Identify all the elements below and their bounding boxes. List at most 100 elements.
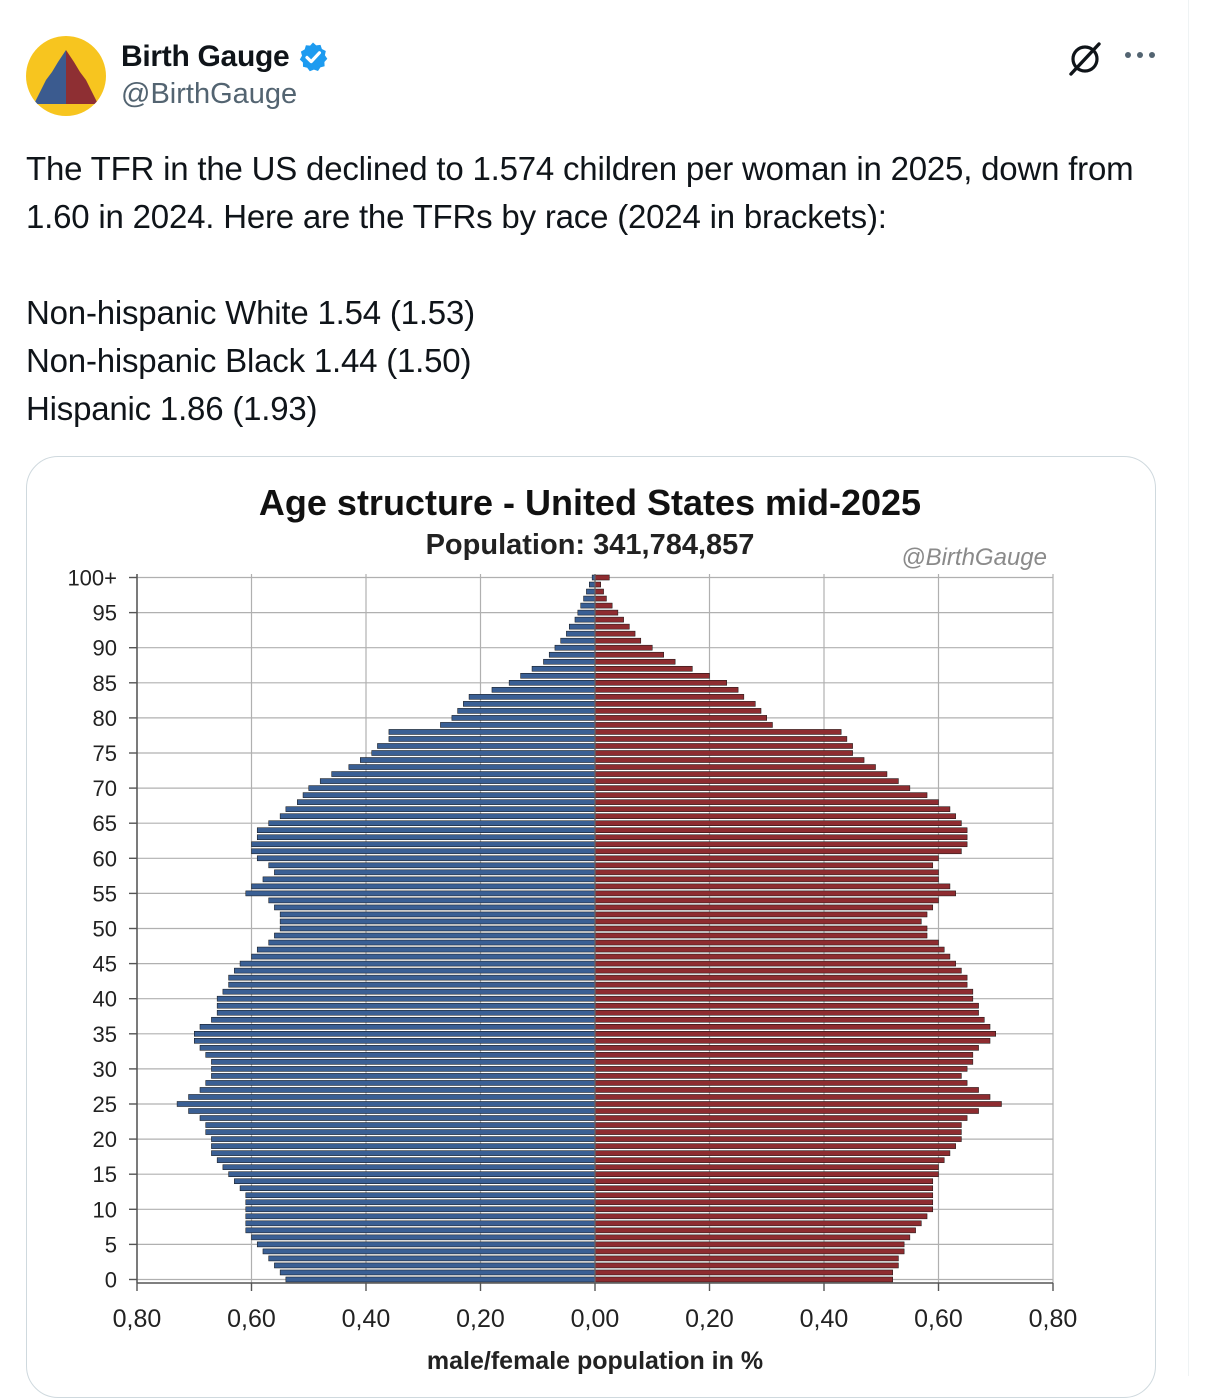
female-bar xyxy=(594,848,962,855)
male-bar xyxy=(256,834,596,841)
female-bar xyxy=(594,834,968,841)
female-bar xyxy=(594,623,630,630)
male-bar xyxy=(268,1255,596,1262)
tweet-media-image[interactable]: Age structure - United States mid-2025 P… xyxy=(26,456,1156,1398)
female-bar xyxy=(594,918,922,925)
male-bar xyxy=(371,750,596,756)
female-bar xyxy=(594,841,968,848)
male-bar xyxy=(211,1016,596,1023)
chart-watermark: @BirthGauge xyxy=(901,544,1047,571)
male-bar xyxy=(319,778,596,784)
female-bar xyxy=(594,1129,962,1135)
male-bar xyxy=(274,904,596,911)
y-tick-label: 30 xyxy=(93,1057,117,1082)
female-bar xyxy=(594,1066,968,1072)
female-bar xyxy=(594,988,974,995)
female-bar xyxy=(594,1045,979,1051)
male-bar xyxy=(228,1171,596,1177)
female-bar xyxy=(594,855,939,862)
avatar[interactable] xyxy=(26,36,106,116)
female-bar xyxy=(594,995,974,1002)
female-bar xyxy=(594,694,745,700)
female-bar xyxy=(594,778,899,784)
male-bar xyxy=(245,1199,596,1206)
avatar-male-half xyxy=(34,50,66,104)
male-bar xyxy=(554,644,596,651)
population-pyramid-logo-icon xyxy=(34,50,98,104)
female-bar xyxy=(594,1101,1002,1107)
female-bar xyxy=(594,673,710,679)
female-bar xyxy=(594,953,951,960)
female-bar xyxy=(594,630,636,637)
female-bar xyxy=(594,1122,962,1128)
male-bar xyxy=(211,1150,596,1156)
male-bar xyxy=(531,665,596,672)
y-tick-label: 35 xyxy=(93,1022,117,1047)
male-bar xyxy=(360,757,596,763)
y-tick-label: 40 xyxy=(93,987,117,1012)
more-icon[interactable] xyxy=(1120,40,1160,70)
author-name-row[interactable]: Birth Gauge xyxy=(121,36,329,78)
female-bar xyxy=(594,1009,979,1016)
male-bar xyxy=(274,932,596,939)
male-bar xyxy=(463,701,596,707)
x-axis-label: male/female population in % xyxy=(427,1347,763,1375)
male-bar xyxy=(308,785,596,791)
female-bar xyxy=(594,637,642,644)
male-bar xyxy=(228,974,596,981)
male-bar xyxy=(388,729,596,735)
female-bar xyxy=(594,1108,979,1114)
male-bar xyxy=(279,813,596,819)
author-display-name[interactable]: Birth Gauge xyxy=(121,40,290,73)
avatar-female-half xyxy=(66,50,98,104)
female-bar xyxy=(594,1171,939,1177)
female-bar xyxy=(594,792,928,798)
female-bar xyxy=(594,932,928,939)
male-bar xyxy=(256,1241,596,1248)
y-tick-label: 45 xyxy=(93,952,117,977)
male-bar xyxy=(234,1178,596,1184)
male-bar xyxy=(251,953,596,960)
chart-subtitle: Population: 341,784,857 xyxy=(426,529,755,561)
female-bar xyxy=(594,1115,968,1121)
female-bar xyxy=(594,1227,916,1234)
male-bar xyxy=(211,1143,596,1149)
male-bar xyxy=(457,708,596,714)
female-bar xyxy=(594,1192,934,1199)
male-bar xyxy=(188,1094,596,1100)
female-bar xyxy=(594,883,951,890)
female-bar xyxy=(594,876,939,883)
male-bar xyxy=(279,925,596,932)
male-bar xyxy=(285,806,596,812)
male-bar xyxy=(589,581,596,588)
male-bar xyxy=(245,1220,596,1227)
male-bar xyxy=(331,771,596,777)
female-bar xyxy=(594,904,934,911)
x-tick-label: 0,80 xyxy=(1029,1305,1078,1333)
male-bar xyxy=(348,764,596,770)
y-tick-label: 65 xyxy=(93,811,117,836)
female-bar xyxy=(594,820,962,826)
y-tick-label: 70 xyxy=(93,776,117,801)
x-tick-label: 0,00 xyxy=(571,1305,620,1333)
male-bar xyxy=(560,637,596,644)
male-bar xyxy=(580,602,596,609)
female-bar xyxy=(594,939,939,946)
male-bar xyxy=(211,1136,596,1142)
male-bar xyxy=(205,1122,596,1128)
female-bar xyxy=(594,897,939,904)
male-bar xyxy=(199,1087,596,1093)
male-bar xyxy=(302,792,596,798)
female-bar xyxy=(594,1080,968,1086)
y-tick-label: 60 xyxy=(93,846,117,871)
author-handle[interactable]: @BirthGauge xyxy=(121,78,298,110)
male-bar xyxy=(199,1024,596,1030)
female-bar xyxy=(594,644,653,651)
male-bar xyxy=(377,743,596,749)
y-tick-label: 5 xyxy=(105,1232,117,1257)
tweet-text: The TFR in the US declined to 1.574 chil… xyxy=(26,150,1134,427)
y-tick-label: 100+ xyxy=(67,566,117,591)
female-bar xyxy=(594,1087,979,1093)
male-bar xyxy=(245,1227,596,1234)
grok-icon[interactable] xyxy=(1066,40,1104,78)
